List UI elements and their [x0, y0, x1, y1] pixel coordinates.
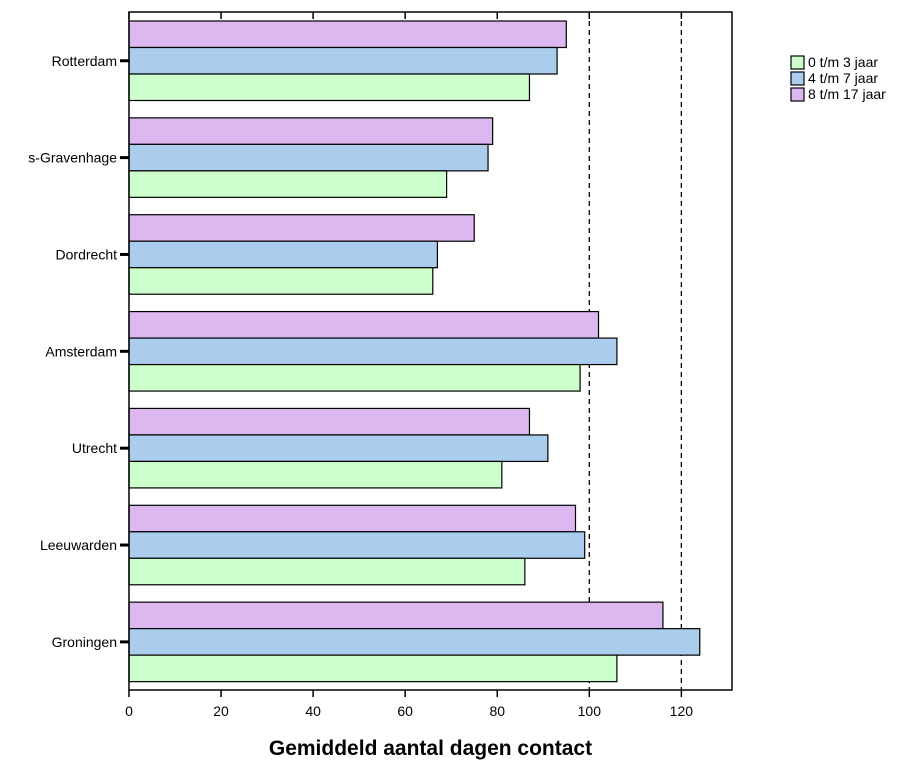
bar: [128, 407, 531, 436]
bar: [128, 143, 489, 172]
legend-label: 0 t/m 3 jaar: [808, 54, 878, 70]
category-label: Leeuwarden: [40, 537, 117, 553]
bar: [128, 363, 581, 392]
category-label: s-Gravenhage: [28, 150, 117, 166]
x-tick-label: 60: [397, 703, 413, 719]
bar: [128, 531, 586, 559]
x-tick-label: 40: [305, 703, 321, 719]
legend-swatch: [790, 87, 805, 102]
category-label: Utrecht: [72, 440, 117, 456]
x-tick-label: 100: [578, 703, 602, 719]
bar: [128, 214, 475, 242]
category-label: Groningen: [52, 634, 117, 650]
bars: [128, 20, 701, 683]
legend-swatch: [790, 55, 805, 70]
bar: [128, 557, 526, 586]
bar: [128, 170, 448, 198]
bar: [128, 628, 701, 656]
axes: 0 20 40 60 80 100 120 Rotterdam s-Gravenhage Dord…: [28, 12, 693, 719]
legend-swatch: [790, 71, 805, 86]
bar: [128, 267, 434, 295]
bar: [128, 20, 567, 49]
legend-label: 4 t/m 7 jaar: [808, 70, 878, 86]
bar: [128, 73, 531, 102]
x-tick-label: 80: [489, 703, 505, 719]
bar: [128, 240, 439, 269]
legend-label: 8 t/m 17 jaar: [808, 86, 886, 102]
bar: [128, 337, 618, 366]
grid-lines: [588, 12, 683, 690]
bar: [128, 117, 494, 145]
bar: [128, 460, 503, 489]
category-label: Dordrecht: [56, 246, 118, 262]
x-tick-label: 20: [213, 703, 229, 719]
category-label: Amsterdam: [45, 343, 117, 359]
bar: [128, 434, 549, 463]
bar: [128, 601, 664, 630]
category-label: Rotterdam: [52, 53, 117, 69]
bar: [128, 504, 577, 533]
bar: [128, 654, 618, 683]
x-axis-title: Gemiddeld aantal dagen contact: [269, 737, 592, 760]
bar: [128, 46, 558, 75]
x-tick-label: 0: [125, 703, 133, 719]
bar: [128, 310, 600, 339]
x-tick-label: 120: [670, 703, 694, 719]
